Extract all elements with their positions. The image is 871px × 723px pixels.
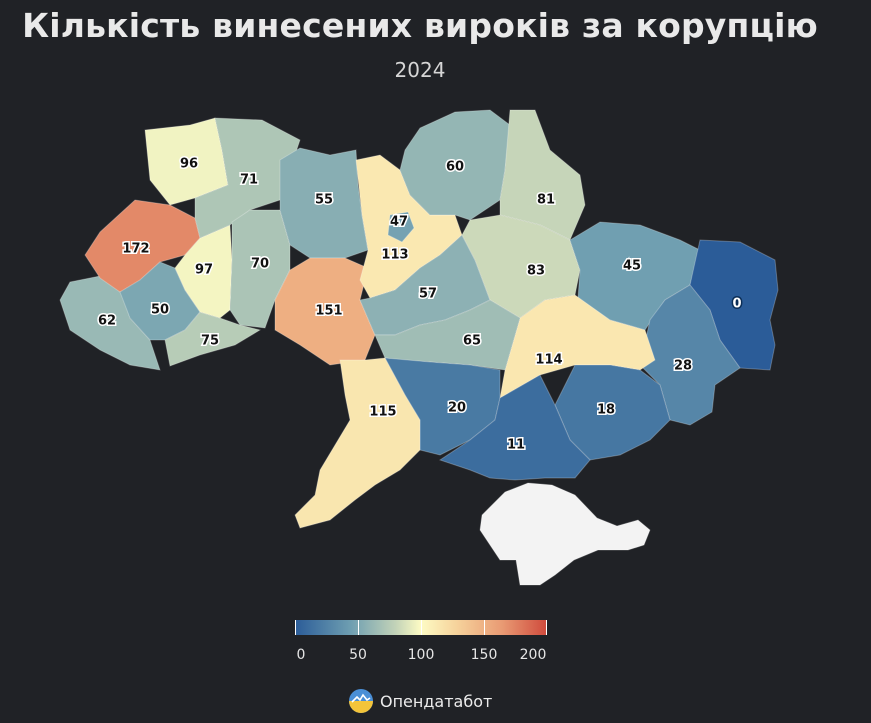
region-luhansk[interactable] bbox=[689, 239, 779, 371]
legend-tick-mark bbox=[421, 620, 422, 635]
brand-footer: Опендатабот bbox=[348, 688, 492, 714]
value-label: 60 bbox=[446, 160, 464, 175]
region-ternopil[interactable] bbox=[174, 224, 233, 319]
value-label: 65 bbox=[463, 334, 481, 349]
brand-name: Опендатабот bbox=[380, 691, 493, 711]
value-label: 0 bbox=[732, 297, 741, 312]
region-kherson[interactable] bbox=[438, 374, 591, 481]
legend-label-150: 150 bbox=[470, 647, 498, 663]
value-label: 97 bbox=[195, 263, 213, 278]
value-label: 50 bbox=[151, 303, 169, 318]
value-label: 28 bbox=[674, 359, 692, 374]
value-label: 55 bbox=[315, 193, 333, 208]
value-label: 114 bbox=[535, 353, 562, 368]
legend-label-0: 0 bbox=[296, 647, 306, 663]
value-label: 20 bbox=[448, 401, 466, 416]
value-label: 57 bbox=[419, 287, 437, 302]
legend-tick-mark bbox=[484, 620, 485, 635]
value-label: 18 bbox=[597, 403, 615, 418]
region-vinnytsia[interactable] bbox=[274, 257, 376, 366]
region-labels: 96 71 55 113 47 60 81 83 45 0 172 97 70 … bbox=[96, 155, 743, 454]
value-label: 11 bbox=[507, 438, 525, 453]
value-label: 83 bbox=[527, 264, 545, 279]
region-donetsk[interactable] bbox=[639, 284, 741, 426]
region-chernivtsi[interactable] bbox=[164, 311, 262, 367]
region-kyiv-city[interactable] bbox=[387, 211, 415, 243]
chart-title: Кількість винесених вироків за корупцію bbox=[22, 6, 818, 45]
value-label: 47 bbox=[390, 215, 408, 230]
opendatabot-logo-icon bbox=[349, 689, 373, 713]
value-label: 81 bbox=[537, 193, 555, 208]
value-label: 113 bbox=[381, 248, 408, 263]
legend-gradient-bar bbox=[295, 620, 547, 635]
value-label: 172 bbox=[122, 242, 149, 257]
legend-tick-mark bbox=[295, 620, 296, 635]
region-rivne[interactable] bbox=[194, 117, 301, 239]
legend-tick-mark bbox=[546, 620, 547, 635]
region-odesa[interactable] bbox=[294, 357, 421, 529]
value-label: 96 bbox=[180, 157, 198, 172]
value-label: 75 bbox=[201, 334, 219, 349]
value-label: 71 bbox=[240, 173, 258, 188]
region-crimea[interactable] bbox=[479, 482, 651, 586]
color-legend: 0 50 100 150 200 bbox=[295, 620, 547, 667]
value-label: 70 bbox=[251, 257, 269, 272]
legend-labels: 0 50 100 150 200 bbox=[295, 647, 547, 667]
value-label: 62 bbox=[98, 314, 116, 329]
legend-label-100: 100 bbox=[407, 647, 435, 663]
legend-label-50: 50 bbox=[349, 647, 367, 663]
value-label: 45 bbox=[623, 259, 641, 274]
chart-subtitle: 2024 bbox=[394, 58, 446, 82]
legend-label-200: 200 bbox=[519, 647, 547, 663]
value-label: 115 bbox=[369, 405, 396, 420]
value-label: 151 bbox=[315, 304, 342, 319]
legend-tick-mark bbox=[358, 620, 359, 635]
